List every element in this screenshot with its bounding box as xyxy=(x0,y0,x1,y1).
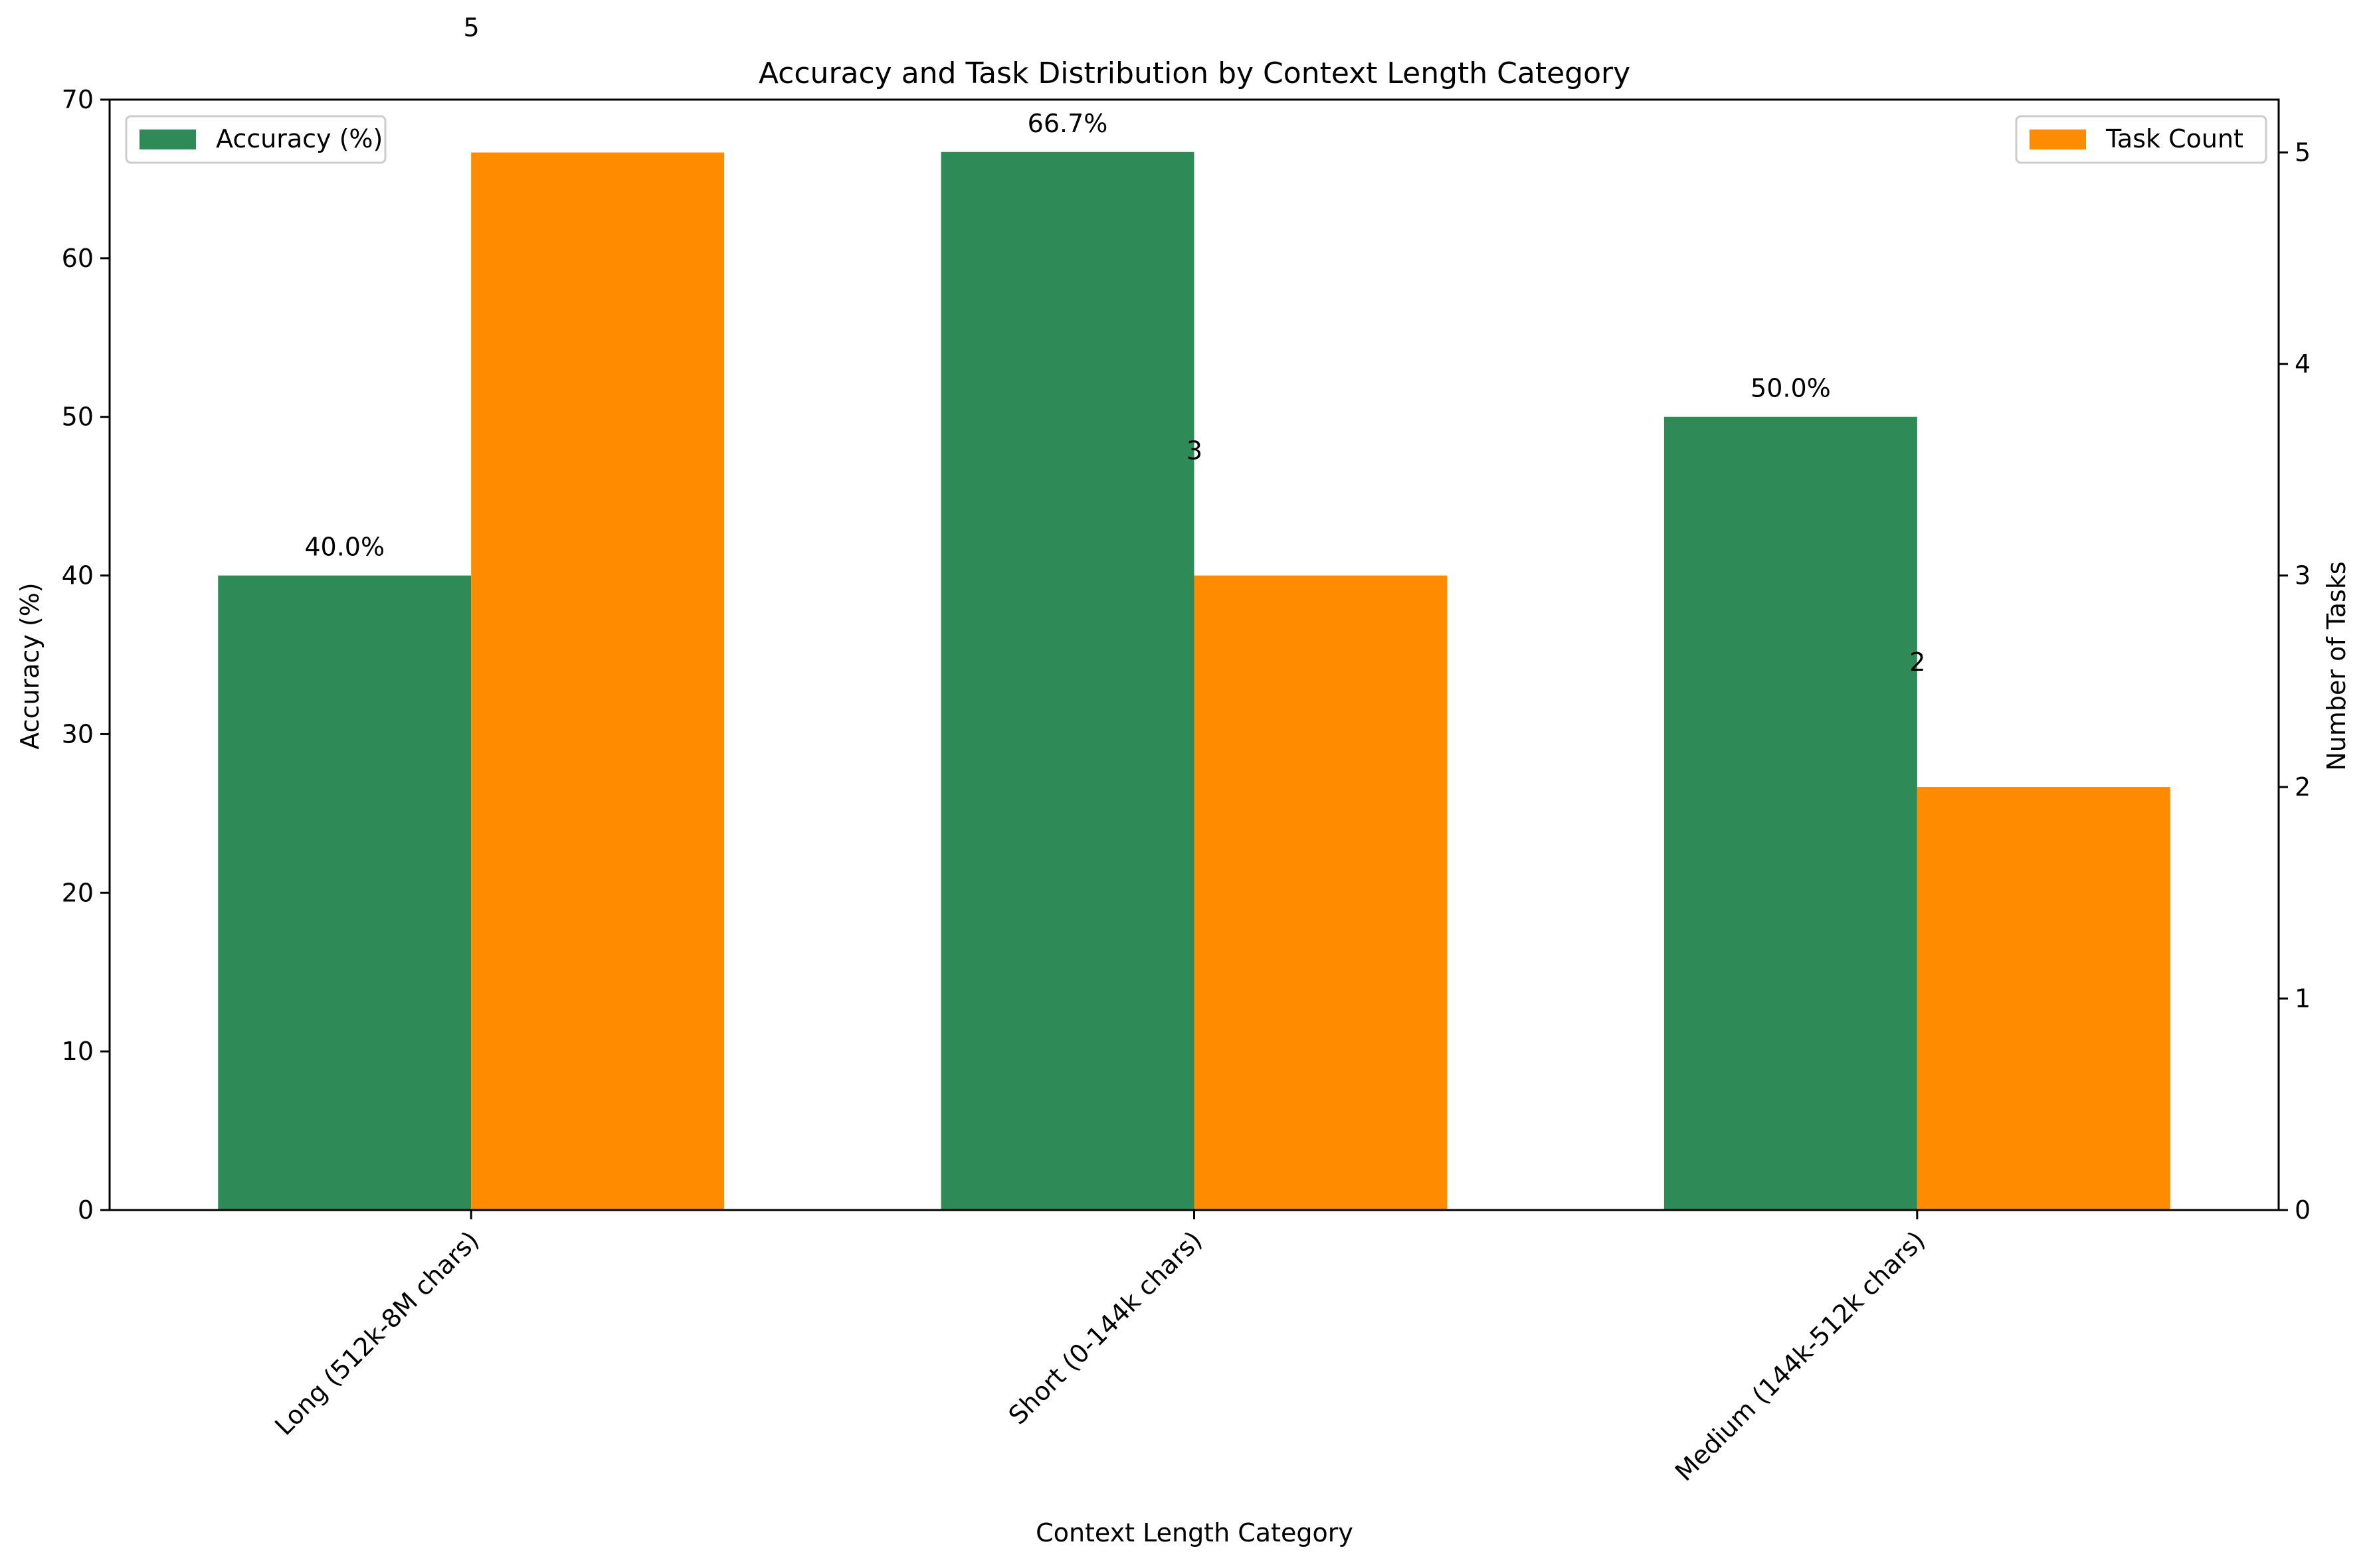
bar-task-count xyxy=(471,152,725,1211)
y-right-tick-label: 4 xyxy=(2295,349,2311,379)
plot-frame xyxy=(108,98,2280,1211)
y-left-tick-label: 40 xyxy=(62,561,94,590)
y-left-tick-label: 30 xyxy=(62,719,94,748)
y-left-tick-label: 20 xyxy=(62,878,94,907)
y-left-tick-label: 70 xyxy=(62,85,94,114)
data-label-accuracy: 40.0% xyxy=(304,533,385,562)
data-label-task-count: 2 xyxy=(1909,648,1925,677)
bar-accuracy xyxy=(1663,416,1917,1210)
data-label-accuracy: 66.7% xyxy=(1028,109,1108,138)
x-axis-label: Context Length Category xyxy=(1036,1518,1353,1547)
data-label-task-count: 3 xyxy=(1186,436,1202,466)
bar-task-count xyxy=(1917,787,2170,1210)
y-right-tick-label: 3 xyxy=(2295,561,2311,590)
data-label-task-count: 5 xyxy=(464,13,480,43)
legend-task-count: Task Count xyxy=(2015,115,2267,164)
legend-accuracy: Accuracy (%) xyxy=(125,115,387,164)
legend-swatch-accuracy xyxy=(140,130,196,149)
bar-labels-layer: 40.0% 5 66.7% 3 50.0% 2 xyxy=(304,13,1925,677)
legend-frame xyxy=(125,115,387,164)
y-left-tick-label: 50 xyxy=(62,402,94,432)
y-left-axis-label: Accuracy (%) xyxy=(15,582,45,749)
bar-task-count xyxy=(1194,575,1448,1210)
legend-swatch-task-count xyxy=(2030,130,2086,149)
y-left-tick-label: 10 xyxy=(62,1037,94,1066)
y-right-axis-label: Number of Tasks xyxy=(2322,561,2351,770)
y-left-tick-label: 0 xyxy=(78,1195,94,1225)
y-right-tick-label: 2 xyxy=(2295,772,2311,802)
y-right-tick-label: 5 xyxy=(2295,138,2311,167)
y-left-tick-label: 60 xyxy=(62,244,94,273)
legend-frame xyxy=(2015,115,2267,164)
data-label-accuracy: 50.0% xyxy=(1751,374,1831,403)
y-right-tick-label: 0 xyxy=(2295,1195,2311,1225)
legend-label-accuracy: Accuracy (%) xyxy=(216,124,383,153)
legend-label-task-count: Task Count xyxy=(2105,124,2243,153)
bar-accuracy xyxy=(218,575,472,1210)
bar-accuracy xyxy=(941,151,1194,1210)
y-right-tick-label: 1 xyxy=(2295,984,2311,1013)
chart-title: Accuracy and Task Distribution by Contex… xyxy=(759,56,1630,90)
bars-layer xyxy=(218,151,2170,1211)
